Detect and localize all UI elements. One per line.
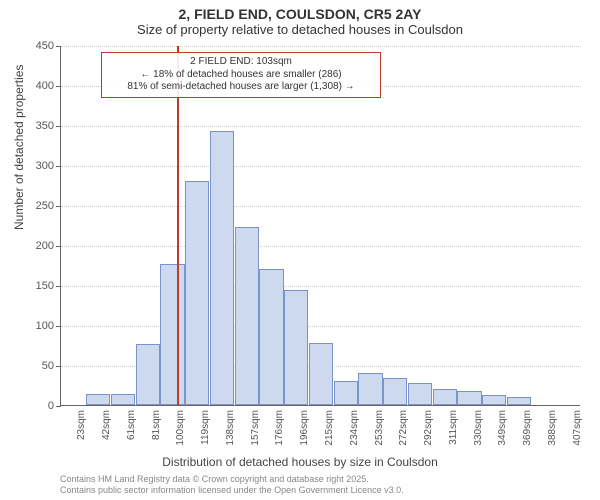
gridline: [61, 246, 581, 247]
chart-area: 05010015020025030035040045023sqm42sqm61s…: [60, 46, 580, 406]
gridline: [61, 46, 581, 47]
gridline: [61, 326, 581, 327]
gridline: [61, 206, 581, 207]
histogram-bar: [86, 394, 110, 405]
histogram-bar: [284, 290, 308, 405]
ytick-label: 100: [14, 320, 54, 332]
ytick-mark: [56, 46, 61, 47]
histogram-bar: [383, 378, 407, 405]
xtick-label: 157sqm: [250, 410, 261, 446]
ytick-mark: [56, 366, 61, 367]
ytick-label: 50: [14, 360, 54, 372]
ytick-mark: [56, 406, 61, 407]
ytick-mark: [56, 246, 61, 247]
xtick-label: 100sqm: [175, 410, 186, 446]
annotation-line: 81% of semi-detached houses are larger (…: [107, 81, 375, 94]
annotation-box: 2 FIELD END: 103sqm← 18% of detached hou…: [101, 52, 381, 98]
histogram-bar: [111, 394, 135, 405]
xtick-label: 215sqm: [324, 410, 335, 446]
ytick-mark: [56, 126, 61, 127]
histogram-bar: [482, 395, 506, 405]
histogram-bar: [433, 389, 457, 405]
histogram-bar: [507, 397, 531, 405]
chart-subtitle: Size of property relative to detached ho…: [0, 22, 600, 41]
chart-title: 2, FIELD END, COULSDON, CR5 2AY: [0, 0, 600, 22]
histogram-bar: [309, 343, 333, 405]
xtick-label: 61sqm: [126, 410, 137, 440]
plot-region: 05010015020025030035040045023sqm42sqm61s…: [60, 46, 580, 406]
gridline: [61, 126, 581, 127]
reference-line: [177, 46, 179, 405]
xtick-label: 272sqm: [398, 410, 409, 446]
x-axis-label: Distribution of detached houses by size …: [0, 455, 600, 469]
histogram-bar: [457, 391, 481, 405]
xtick-label: 292sqm: [423, 410, 434, 446]
ytick-label: 450: [14, 40, 54, 52]
ytick-label: 200: [14, 240, 54, 252]
histogram-bar: [160, 264, 184, 405]
histogram-bar: [334, 381, 358, 405]
annotation-line: 2 FIELD END: 103sqm: [107, 56, 375, 69]
xtick-label: 138sqm: [225, 410, 236, 446]
ytick-mark: [56, 286, 61, 287]
histogram-bar: [210, 131, 234, 405]
ytick-mark: [56, 326, 61, 327]
histogram-bar: [136, 344, 160, 405]
ytick-label: 400: [14, 80, 54, 92]
histogram-bar: [408, 383, 432, 405]
ytick-mark: [56, 166, 61, 167]
histogram-bar: [259, 269, 283, 405]
credits: Contains HM Land Registry data © Crown c…: [60, 474, 404, 496]
xtick-label: 42sqm: [101, 410, 112, 440]
xtick-label: 369sqm: [522, 410, 533, 446]
xtick-label: 234sqm: [349, 410, 360, 446]
histogram-bar: [235, 227, 259, 405]
ytick-label: 350: [14, 120, 54, 132]
xtick-label: 311sqm: [448, 410, 459, 445]
xtick-label: 407sqm: [572, 410, 583, 446]
histogram-bar: [185, 181, 209, 405]
gridline: [61, 286, 581, 287]
xtick-label: 349sqm: [497, 410, 508, 446]
xtick-label: 196sqm: [299, 410, 310, 446]
credits-line-2: Contains public sector information licen…: [60, 485, 404, 496]
gridline: [61, 166, 581, 167]
credits-line-1: Contains HM Land Registry data © Crown c…: [60, 474, 404, 485]
xtick-label: 176sqm: [274, 410, 285, 446]
xtick-label: 388sqm: [547, 410, 558, 446]
xtick-label: 23sqm: [76, 410, 87, 440]
ytick-label: 150: [14, 280, 54, 292]
xtick-label: 81sqm: [151, 410, 162, 440]
annotation-line: ← 18% of detached houses are smaller (28…: [107, 69, 375, 82]
ytick-label: 250: [14, 200, 54, 212]
xtick-label: 119sqm: [200, 410, 211, 445]
xtick-label: 253sqm: [374, 410, 385, 446]
ytick-label: 0: [14, 400, 54, 412]
histogram-bar: [358, 373, 382, 405]
ytick-mark: [56, 206, 61, 207]
ytick-mark: [56, 86, 61, 87]
ytick-label: 300: [14, 160, 54, 172]
xtick-label: 330sqm: [473, 410, 484, 446]
